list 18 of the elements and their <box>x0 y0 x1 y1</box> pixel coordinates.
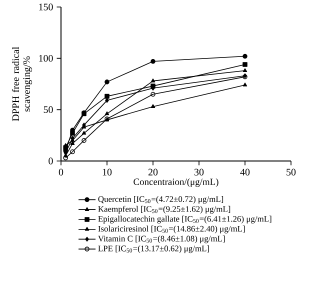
legend-label: Vitamin C [IC$_{50}$=(8.46±1.08) μg/mL] <box>98 236 225 244</box>
x-tick-label: 20 <box>148 168 158 176</box>
x-tick-label: 30 <box>194 168 204 176</box>
y-tick-label: 50 <box>44 106 53 114</box>
y-axis-title: DPPH free radical scavenging/% <box>12 46 32 122</box>
legend-label: Kaempferol [IC$_{50}$=(9.25±1.62) μg/mL] <box>98 206 230 214</box>
legend-label: LPE [IC$_{50}$=(13.17±0.62) μg/mL] <box>98 245 209 254</box>
x-tick-label: 50 <box>286 168 296 176</box>
legend-label: Isolariciresinol [IC$_{50}$=(14.86±2.40) μg/mL] <box>98 226 245 234</box>
y-tick-label: 0 <box>48 158 53 164</box>
legend-label: Quercetin [IC$_{50}$=(4.72±0.72) μg/mL] <box>98 196 224 204</box>
y-tick-label: 150 <box>39 4 53 10</box>
y-tick-label: 100 <box>39 54 53 62</box>
x-tick-label: 40 <box>240 168 250 176</box>
x-tick-label: 0 <box>58 168 64 176</box>
legend-label: Epigallocatechin gallate [IC$_{50}$=(6.41±1.26) μg/mL] <box>98 216 272 224</box>
x-tick-label: 10 <box>102 168 112 176</box>
x-axis-title: Concentraion/(μg/mL) <box>134 178 218 187</box>
